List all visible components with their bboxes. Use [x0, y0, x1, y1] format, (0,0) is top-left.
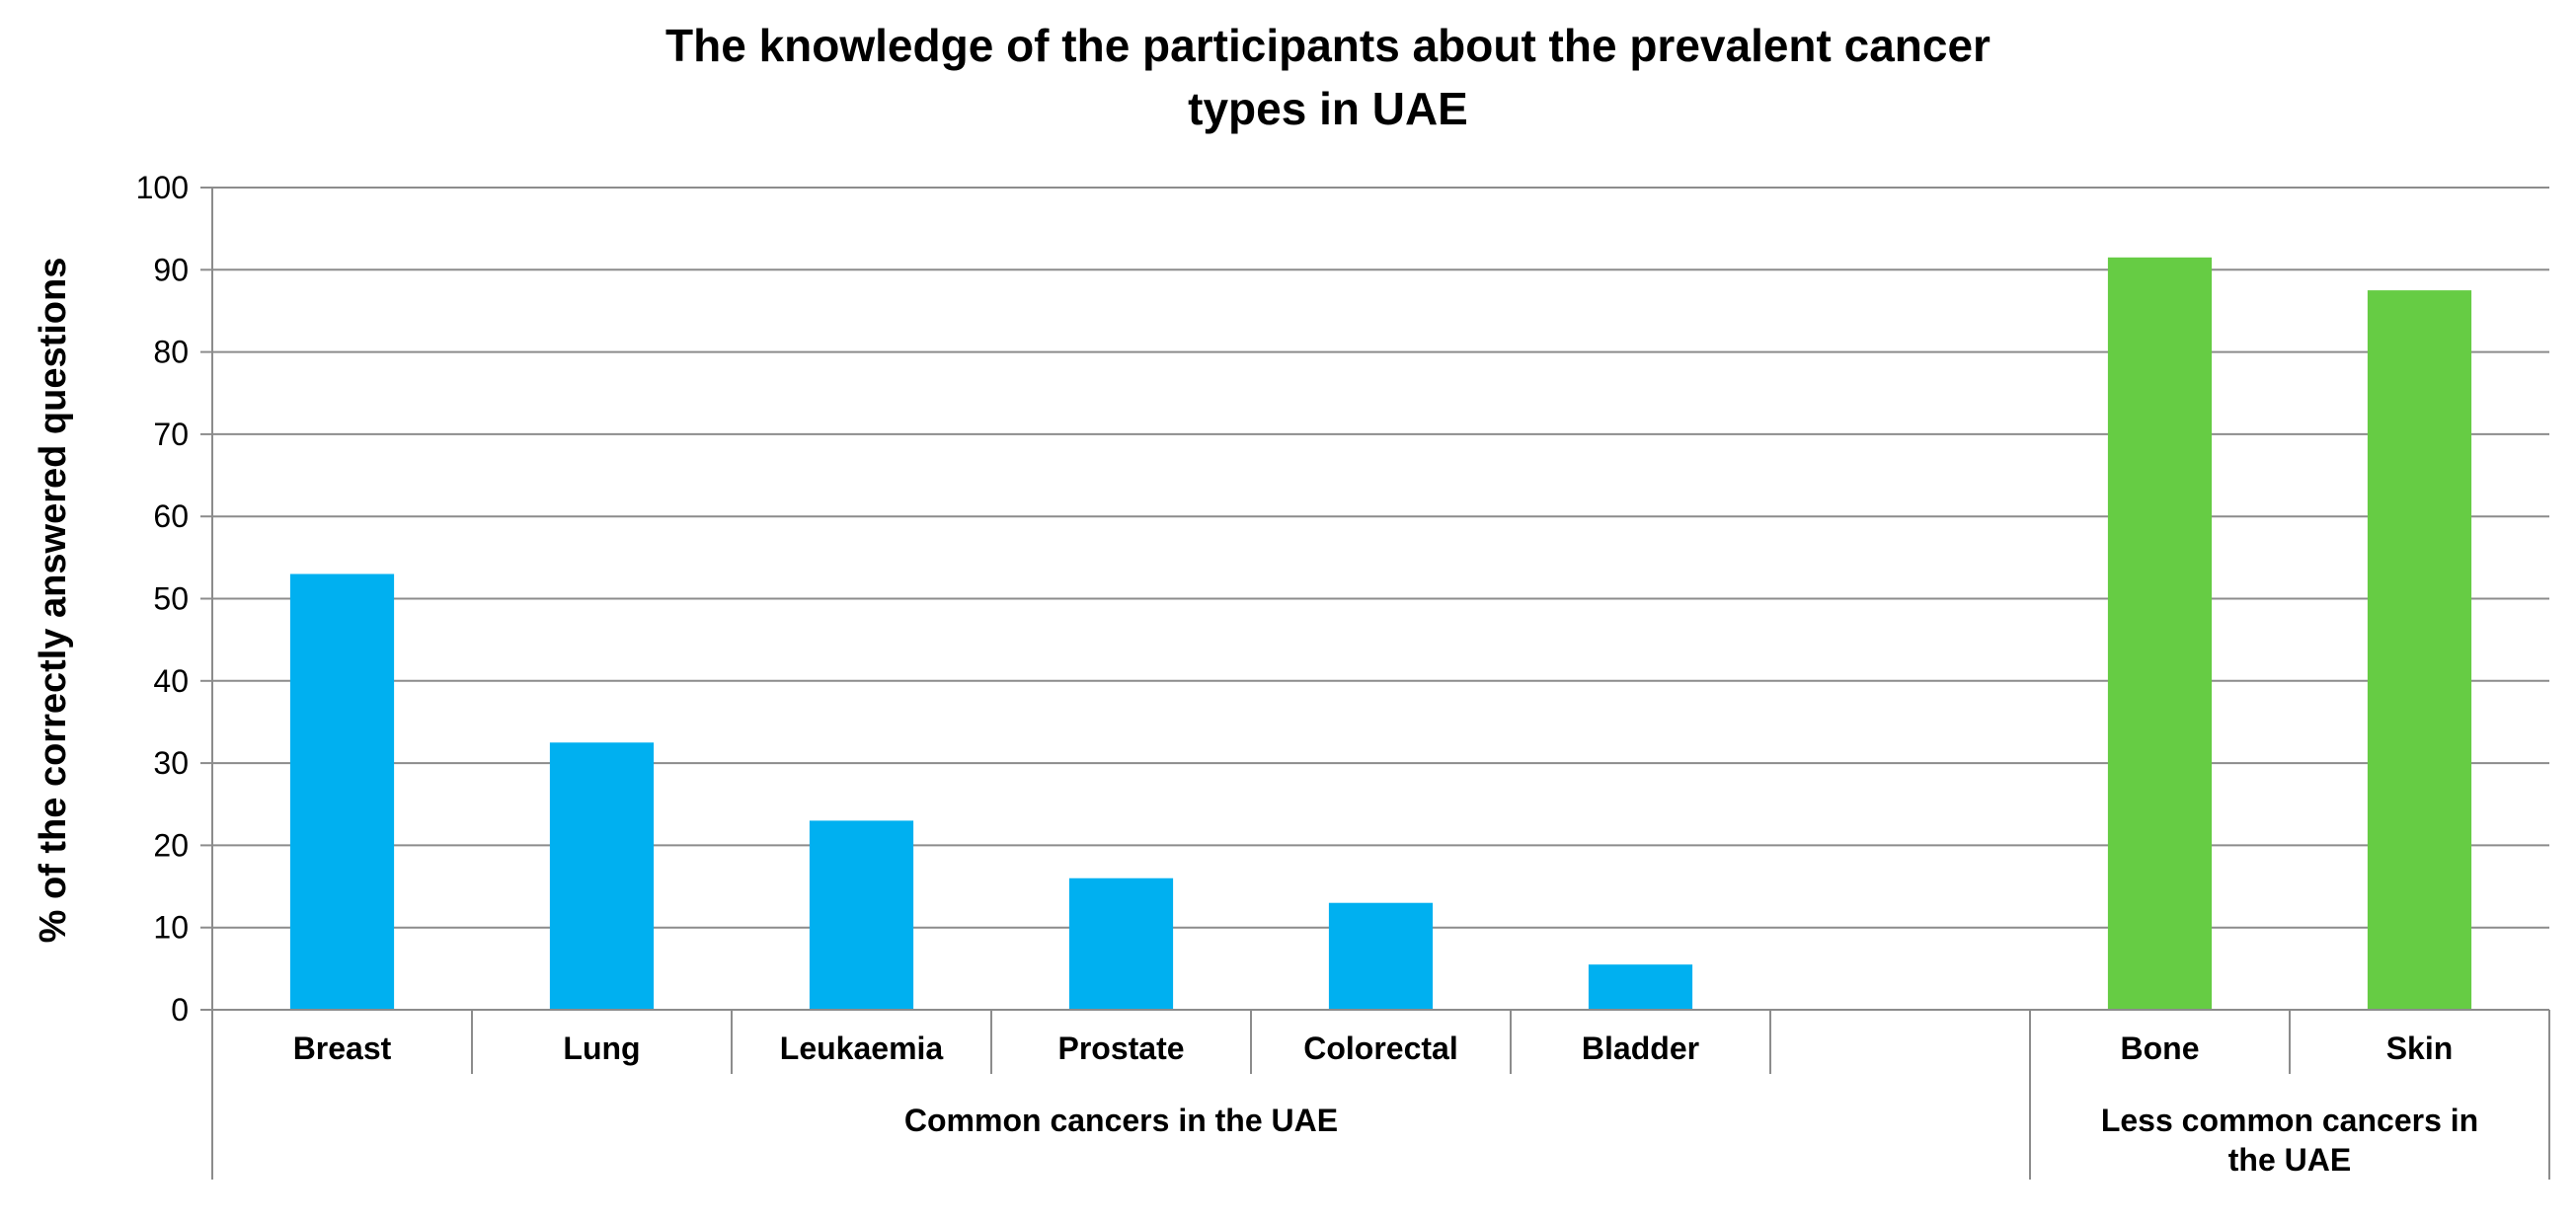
y-tick-label: 30 — [153, 745, 189, 781]
y-axis-label: % of the correctly answered questions — [33, 258, 74, 944]
y-tick-label: 70 — [153, 417, 189, 452]
bar — [809, 820, 914, 1010]
x-tick-label: Skin — [2386, 1030, 2454, 1066]
y-tick-label: 90 — [153, 252, 189, 287]
bars — [289, 257, 2472, 1010]
x-tick-label: Colorectal — [1303, 1030, 1457, 1066]
y-tick-label: 80 — [153, 335, 189, 370]
y-tick-labels: 0 10 20 30 40 50 60 70 80 90 100 — [136, 170, 189, 1028]
x-tick-label: Leukaemia — [780, 1030, 944, 1066]
bar — [1068, 878, 1174, 1010]
x-group-label: Common cancers in the UAE — [904, 1103, 1338, 1138]
bar — [2367, 290, 2472, 1010]
bar — [1328, 902, 1434, 1010]
bar — [549, 742, 655, 1010]
bar — [1588, 964, 1693, 1010]
x-tick-label: Breast — [293, 1030, 392, 1066]
y-tick-label: 50 — [153, 581, 189, 617]
chart-title-line-1: The knowledge of the participants about … — [665, 20, 1991, 71]
y-tick-label: 0 — [171, 992, 189, 1028]
bar — [2107, 257, 2213, 1010]
x-tick-label: Bone — [2121, 1030, 2200, 1066]
y-tick-label: 60 — [153, 498, 189, 534]
x-tick-label: Prostate — [1057, 1030, 1184, 1066]
y-tick-label: 10 — [153, 910, 189, 946]
y-tick-label: 100 — [136, 170, 189, 205]
chart-title-line-2: types in UAE — [1188, 83, 1468, 134]
x-group-label: the UAE — [2228, 1142, 2351, 1178]
x-tick-label: Bladder — [1582, 1030, 1699, 1066]
y-tick-label: 20 — [153, 827, 189, 863]
bar — [289, 573, 395, 1010]
x-axis: Breast Lung Leukaemia Prostate Colorectal Bla… — [211, 188, 2550, 1180]
y-tick-label: 40 — [153, 663, 189, 699]
x-tick-label: Lung — [563, 1030, 640, 1066]
x-group-label: Less common cancers in — [2101, 1103, 2478, 1138]
